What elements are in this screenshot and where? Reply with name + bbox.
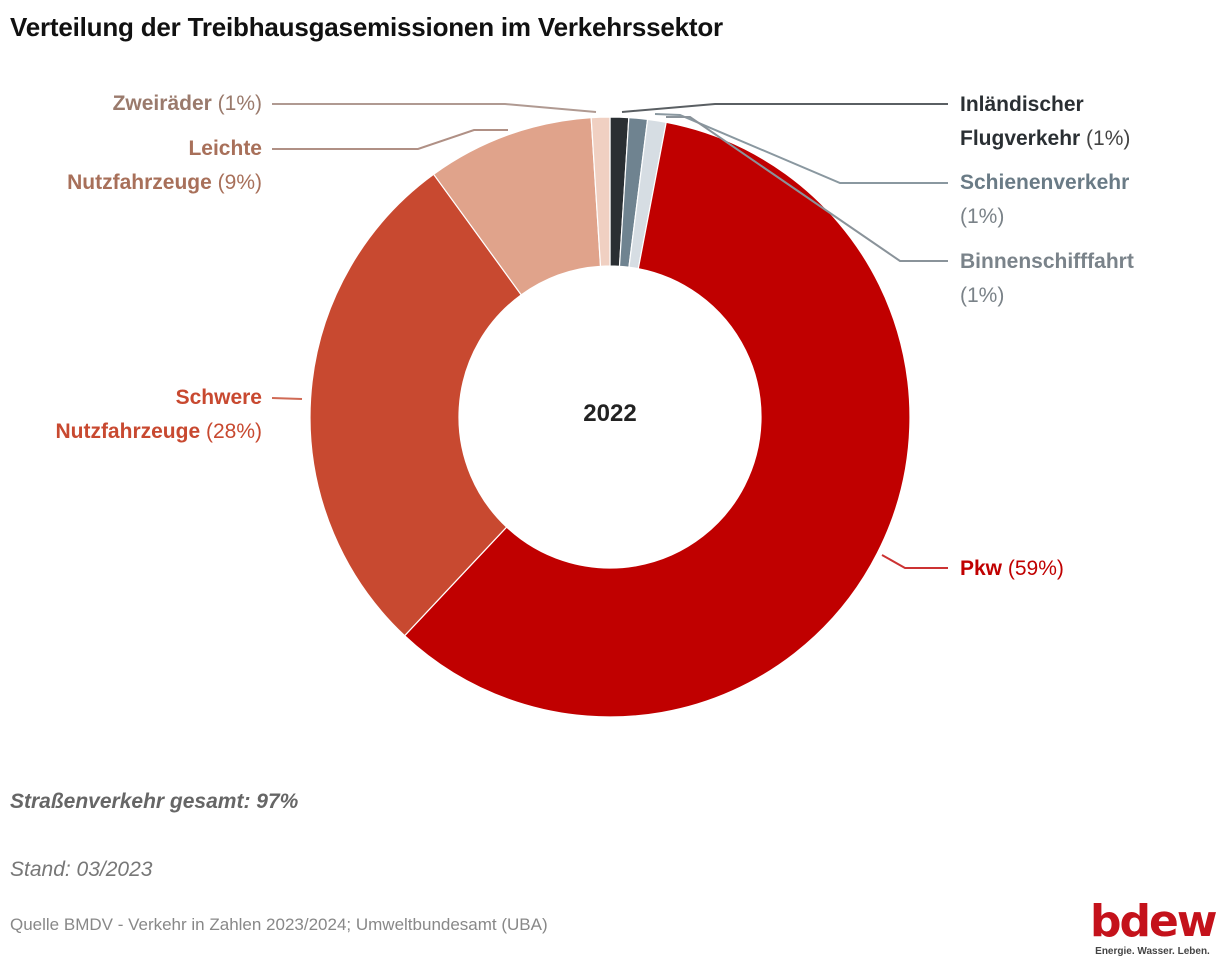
- slice-label-leicht: Leichte Nutzfahrzeuge (9%): [0, 132, 262, 200]
- road-total-note: Straßenverkehr gesamt: 97%: [10, 790, 299, 813]
- leader-line-schwer: [271, 397, 303, 400]
- chart-title: Verteilung der Treibhausgasemissionen im…: [10, 12, 723, 42]
- stand-date: Stand: 03/2023: [10, 858, 153, 881]
- slice-label-name: Leichte: [188, 137, 262, 160]
- slice-label-schiene: Schienenverkehr (1%): [960, 166, 1220, 234]
- slice-pkw: [403, 121, 911, 718]
- slice-label-name: Zweiräder: [112, 92, 212, 115]
- center-year-label: 2022: [583, 400, 637, 427]
- leader-line-zwei: [272, 103, 597, 113]
- leader-line-flug: [621, 103, 948, 113]
- slice-label-schwer: Schwere Nutzfahrzeuge (28%): [0, 381, 262, 449]
- slice-label-name: Pkw: [960, 557, 1003, 580]
- bdew-logo: bdew Energie. Wasser. Leben.: [1090, 896, 1217, 958]
- slice-label-percent: (28%): [200, 420, 262, 443]
- slice-zwei: [590, 116, 611, 267]
- slice-label-binnen: Binnenschifffahrt (1%): [960, 245, 1220, 313]
- donut-slices: [309, 116, 911, 718]
- slice-label-name: Schienenverkehr: [960, 171, 1130, 194]
- source-note: Quelle BMDV - Verkehr in Zahlen 2023/202…: [10, 915, 548, 934]
- slice-label-name: Binnenschifffahrt: [960, 250, 1134, 273]
- logo-wordmark: bdew: [1090, 896, 1217, 947]
- leader-lines: [271, 103, 948, 569]
- slice-label-flug: Inländischer Flugverkehr (1%): [960, 88, 1220, 156]
- slice-label-name: Nutzfahrzeuge: [67, 171, 212, 194]
- slice-label-name: Nutzfahrzeuge: [55, 420, 201, 443]
- slice-label-percent: (1%): [211, 92, 262, 115]
- leader-line-leicht: [272, 129, 508, 150]
- slice-label-percent: (1%): [1080, 127, 1131, 150]
- leader-line-schiene: [654, 113, 948, 184]
- leader-line-binnen: [666, 116, 948, 262]
- slice-label-name: Schwere: [175, 386, 262, 409]
- slice-label-percent: (9%): [211, 171, 262, 194]
- slice-schwer: [309, 173, 523, 637]
- slice-label-percent: (1%): [960, 284, 1005, 307]
- slice-label-name: Inländischer: [960, 93, 1084, 116]
- slice-label-percent: (59%): [1002, 557, 1064, 580]
- slice-label-pkw: Pkw (59%): [960, 552, 1220, 586]
- slice-label-zwei: Zweiräder (1%): [0, 87, 262, 121]
- leader-line-pkw: [881, 554, 948, 569]
- logo-tagline: Energie. Wasser. Leben.: [1095, 946, 1210, 957]
- slice-label-percent: (1%): [960, 205, 1005, 228]
- slice-label-name: Flugverkehr: [960, 127, 1081, 150]
